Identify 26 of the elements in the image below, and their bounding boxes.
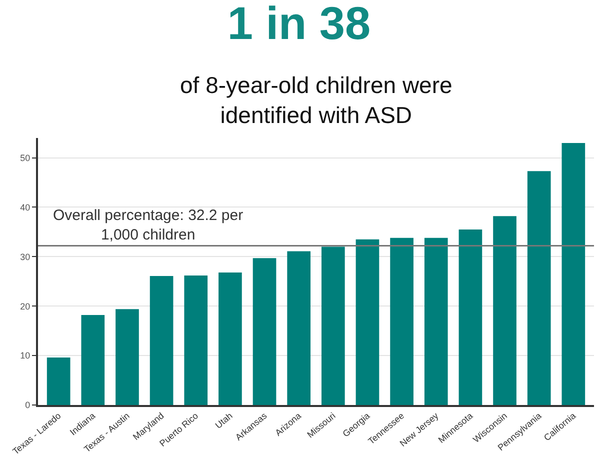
bar: [527, 171, 551, 405]
ref-line-label: Overall percentage: 32.2 per 1,000 children: [53, 207, 244, 244]
bar: [356, 239, 380, 405]
chart-subtitle: of 8-year-old children were identified with ASD: [180, 72, 452, 128]
y-tick-label: 0: [25, 400, 30, 410]
bar: [184, 275, 208, 405]
bar: [116, 309, 139, 405]
bar: [150, 276, 174, 405]
bar: [46, 358, 70, 405]
y-tick-label: 50: [20, 152, 30, 163]
bar: [493, 216, 516, 405]
x-tick-label: Utah: [213, 410, 234, 430]
bar: [562, 142, 586, 405]
bar: [81, 315, 105, 405]
bar: [424, 238, 448, 405]
chart-title: 1 in 38: [227, 0, 371, 50]
bar: [390, 238, 414, 405]
y-tick-label: 30: [20, 252, 30, 262]
bar: [287, 251, 311, 405]
bar: [252, 258, 276, 405]
bar: [458, 229, 482, 405]
y-tick-label: 20: [20, 301, 30, 312]
y-tick-label: 10: [20, 350, 30, 361]
bar: [321, 246, 345, 405]
y-tick-label: 40: [20, 202, 30, 212]
bar: [218, 272, 242, 405]
